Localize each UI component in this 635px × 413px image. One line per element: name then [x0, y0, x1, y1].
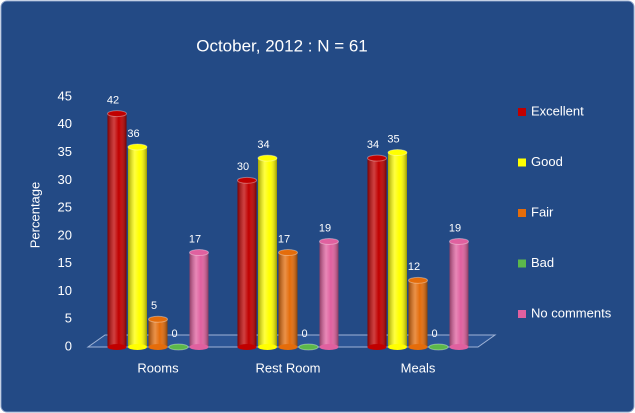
bar-base — [148, 344, 168, 350]
data-label: 19 — [449, 222, 461, 234]
legend-marker — [518, 310, 526, 318]
bar-top — [449, 237, 469, 245]
bar-base — [388, 344, 407, 350]
x-tick-label: Meals — [401, 360, 436, 375]
data-label: 0 — [301, 328, 307, 340]
legend-marker — [518, 108, 526, 116]
y-tick-label: 30 — [58, 172, 72, 187]
legend-label: No comments — [531, 305, 612, 320]
bar-top — [257, 154, 278, 162]
legend-label: Bad — [531, 255, 554, 270]
bar-top — [148, 315, 168, 323]
data-label: 30 — [237, 161, 249, 173]
y-tick-label: 20 — [58, 227, 72, 242]
y-tick-label: 0 — [65, 338, 72, 353]
y-tick-label: 10 — [58, 283, 72, 298]
legend-label: Fair — [531, 204, 554, 219]
legend-label: Good — [531, 154, 563, 169]
bar-top — [367, 154, 387, 162]
y-tick-label: 5 — [65, 311, 72, 326]
bar-top — [237, 176, 257, 184]
bar-top — [127, 143, 148, 151]
y-axis-label: Percentage — [27, 182, 42, 249]
bar-top — [387, 149, 408, 157]
bar-top — [107, 110, 127, 118]
bar-base — [278, 344, 298, 350]
x-tick-label: Rest Room — [255, 360, 320, 375]
x-tick-label: Rooms — [137, 360, 179, 375]
y-tick-label: 15 — [58, 255, 72, 270]
bar-shade — [278, 252, 298, 347]
y-tick-label: 25 — [58, 200, 72, 215]
bar-base — [319, 344, 339, 350]
data-label: 17 — [189, 233, 201, 245]
data-label: 42 — [107, 95, 119, 107]
legend-label: Excellent — [531, 103, 584, 118]
chart-title: October, 2012 : N = 61 — [196, 36, 368, 55]
y-tick-label: 45 — [58, 88, 72, 103]
data-label: 0 — [431, 328, 437, 340]
bar-base — [408, 344, 428, 350]
data-label: 34 — [257, 139, 269, 151]
bar-shade — [148, 319, 168, 347]
bar-top — [408, 276, 428, 284]
bar-base — [237, 344, 257, 350]
y-tick-label: 35 — [58, 144, 72, 159]
bar-base — [107, 344, 127, 350]
bar-base — [258, 344, 277, 350]
bar-shade — [107, 113, 127, 348]
legend-marker — [518, 158, 526, 167]
data-label: 12 — [408, 261, 420, 273]
data-label: 5 — [151, 300, 157, 312]
data-label: 36 — [127, 128, 139, 140]
data-label: 35 — [387, 133, 399, 145]
bar-base — [128, 344, 147, 350]
bar-top — [189, 249, 209, 257]
data-label: 17 — [278, 233, 290, 245]
bar-shade — [128, 147, 147, 347]
bar-top — [298, 343, 319, 351]
bar-top — [319, 237, 339, 245]
bar-base — [189, 344, 209, 350]
data-label: 0 — [171, 328, 177, 340]
bar-shade — [189, 252, 209, 347]
bar-shade — [449, 241, 469, 347]
bar-top — [278, 249, 298, 257]
data-label: 34 — [367, 139, 379, 151]
bar-top — [428, 343, 449, 351]
legend-marker — [518, 209, 526, 217]
bar-shade — [237, 180, 257, 347]
legend-marker — [518, 259, 526, 268]
bar-shade — [319, 241, 339, 347]
data-label: 19 — [319, 222, 331, 234]
bar-shade — [367, 158, 387, 347]
y-tick-label: 40 — [58, 116, 72, 131]
bar-base — [449, 344, 469, 350]
bar-base — [367, 344, 387, 350]
bar-shade — [388, 152, 407, 347]
bar-shade — [408, 280, 428, 347]
bar-shade — [258, 158, 277, 347]
bar-top — [168, 343, 189, 351]
